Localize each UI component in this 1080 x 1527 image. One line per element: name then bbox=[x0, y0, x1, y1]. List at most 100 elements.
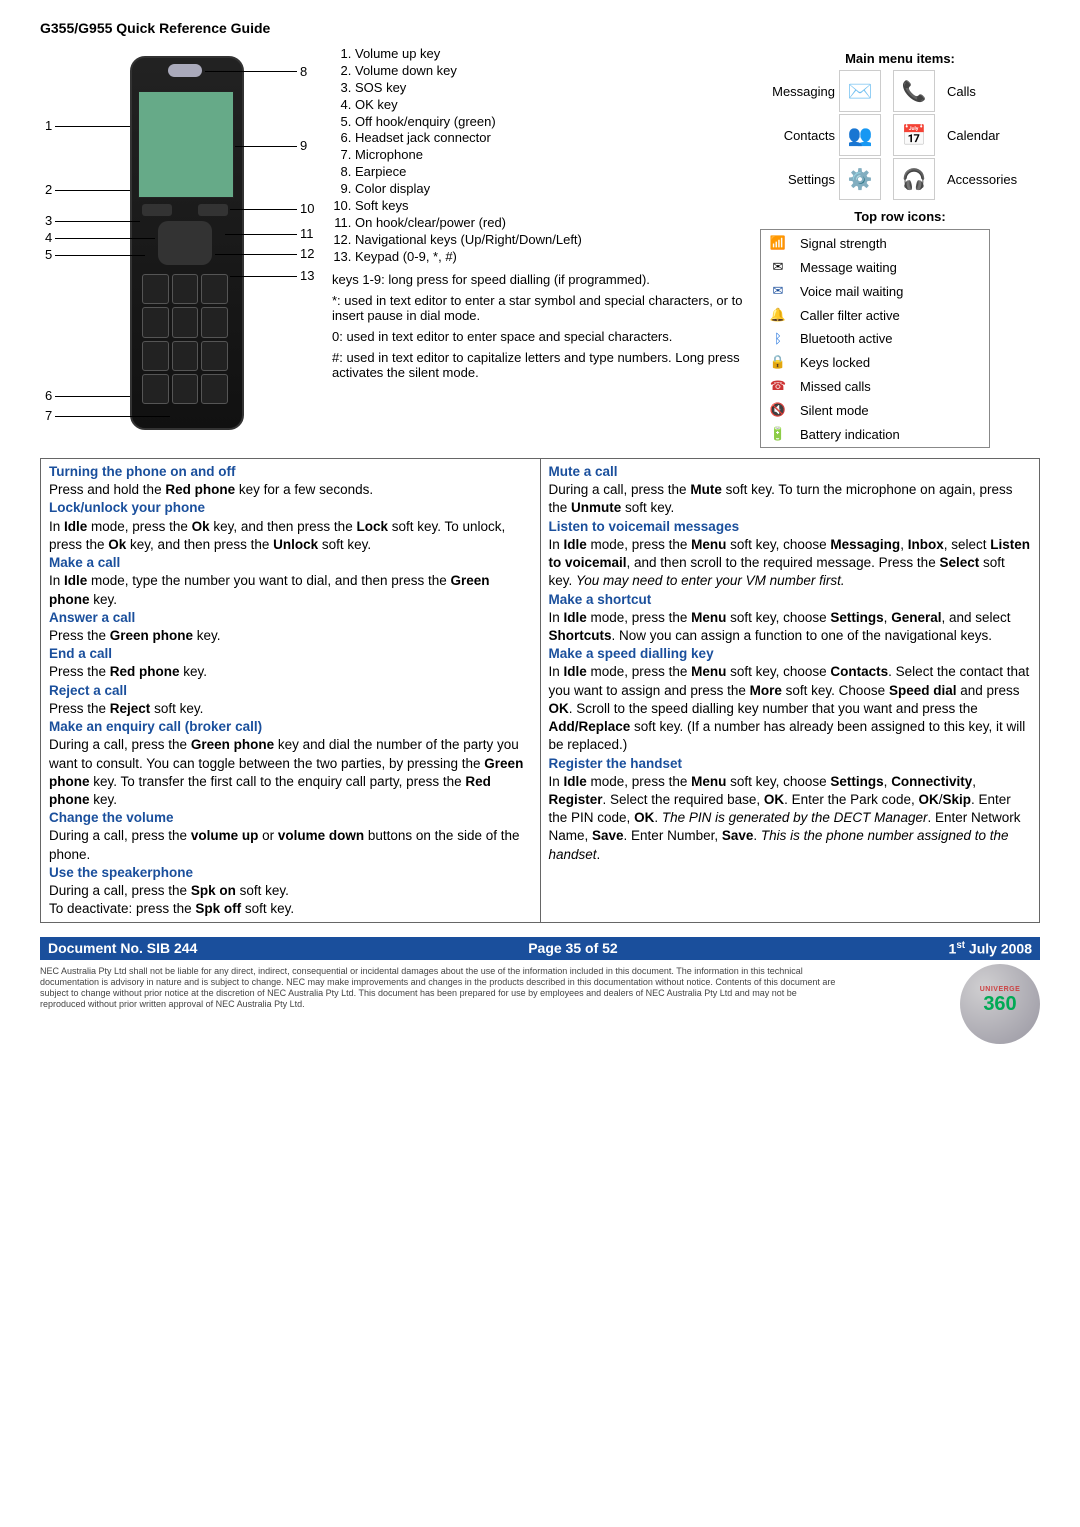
callout-1: 1 bbox=[45, 118, 52, 133]
menu-label-contacts: Contacts bbox=[760, 128, 835, 143]
icon-label: Battery indication bbox=[795, 423, 987, 445]
key-item: SOS key bbox=[355, 80, 750, 97]
menu-grid: Messaging ✉️ 📞 Calls Contacts 👥 📅 Calend… bbox=[760, 71, 1040, 199]
callout-9: 9 bbox=[300, 138, 307, 153]
head-end: End a call bbox=[49, 646, 112, 661]
top-section: 1 2 3 4 5 6 7 8 9 10 11 12 13 Volume up … bbox=[40, 46, 1040, 448]
key-item: Navigational keys (Up/Right/Down/Left) bbox=[355, 232, 750, 249]
head-lock: Lock/unlock your phone bbox=[49, 500, 205, 515]
right-column: Main menu items: Messaging ✉️ 📞 Calls Co… bbox=[760, 46, 1040, 448]
bluetooth-icon: ᛒ bbox=[763, 328, 793, 349]
callout-13: 13 bbox=[300, 268, 314, 283]
contacts-icon: 👥 bbox=[839, 114, 881, 156]
callout-4: 4 bbox=[45, 230, 52, 245]
head-on-off: Turning the phone on and off bbox=[49, 464, 235, 479]
message-icon: ✉ bbox=[763, 256, 793, 278]
callout-7: 7 bbox=[45, 408, 52, 423]
icon-label: Keys locked bbox=[795, 351, 987, 373]
icon-label: Voice mail waiting bbox=[795, 280, 987, 302]
key-item: Off hook/enquiry (green) bbox=[355, 114, 750, 131]
callout-6: 6 bbox=[45, 388, 52, 403]
menu-label-calls: Calls bbox=[947, 84, 1022, 99]
key-note: *: used in text editor to enter a star s… bbox=[330, 293, 750, 323]
key-notes: keys 1-9: long press for speed dialling … bbox=[330, 272, 750, 380]
icon-label: Bluetooth active bbox=[795, 328, 987, 349]
key-note: #: used in text editor to capitalize let… bbox=[330, 350, 750, 380]
nav-keys bbox=[158, 221, 212, 265]
icon-label: Signal strength bbox=[795, 232, 987, 254]
key-item: Volume down key bbox=[355, 63, 750, 80]
head-make-call: Make a call bbox=[49, 555, 120, 570]
doc-number: Document No. SIB 244 bbox=[48, 940, 197, 957]
callout-5: 5 bbox=[45, 247, 52, 262]
key-item: Volume up key bbox=[355, 46, 750, 63]
filter-icon: 🔔 bbox=[763, 304, 793, 326]
missed-icon: ☎ bbox=[763, 375, 793, 397]
key-item: Earpiece bbox=[355, 164, 750, 181]
callout-3: 3 bbox=[45, 213, 52, 228]
doc-page: Page 35 of 52 bbox=[528, 940, 618, 957]
document-bar: Document No. SIB 244 Page 35 of 52 1st J… bbox=[40, 937, 1040, 960]
key-item: Keypad (0-9, *, #) bbox=[355, 249, 750, 266]
head-enquiry: Make an enquiry call (broker call) bbox=[49, 719, 262, 734]
doc-date: 1st July 2008 bbox=[949, 940, 1032, 957]
callout-8: 8 bbox=[300, 64, 307, 79]
icon-label: Silent mode bbox=[795, 399, 987, 421]
callout-2: 2 bbox=[45, 182, 52, 197]
logo-360-icon: 360 bbox=[960, 964, 1040, 1044]
lock-icon: 🔒 bbox=[763, 351, 793, 373]
key-item: Color display bbox=[355, 181, 750, 198]
callout-12: 12 bbox=[300, 246, 314, 261]
menu-label-settings: Settings bbox=[760, 172, 835, 187]
legal-text: NEC Australia Pty Ltd shall not be liabl… bbox=[40, 966, 840, 1009]
callout-11: 11 bbox=[300, 226, 314, 241]
menu-label-accessories: Accessories bbox=[947, 172, 1022, 187]
icon-label: Message waiting bbox=[795, 256, 987, 278]
messaging-icon: ✉️ bbox=[839, 70, 881, 112]
icon-table: 📶Signal strength ✉Message waiting ✉Voice… bbox=[760, 229, 990, 448]
settings-icon: ⚙️ bbox=[839, 158, 881, 200]
calendar-icon: 📅 bbox=[893, 114, 935, 156]
calls-icon: 📞 bbox=[893, 70, 935, 112]
head-speaker: Use the speakerphone bbox=[49, 865, 193, 880]
key-item: OK key bbox=[355, 97, 750, 114]
phone-screen bbox=[138, 91, 234, 198]
key-ordered-list: Volume up key Volume down key SOS key OK… bbox=[330, 46, 750, 266]
keypad bbox=[142, 274, 228, 404]
silent-icon: 🔇 bbox=[763, 399, 793, 421]
head-mute: Mute a call bbox=[549, 464, 618, 479]
icon-label: Caller filter active bbox=[795, 304, 987, 326]
menu-label-messaging: Messaging bbox=[760, 84, 835, 99]
head-speed-dial: Make a speed dialling key bbox=[549, 646, 714, 661]
signal-icon: 📶 bbox=[763, 232, 793, 254]
head-voicemail: Listen to voicemail messages bbox=[549, 519, 740, 534]
main-menu-head: Main menu items: bbox=[760, 51, 1040, 66]
instructions-left: Turning the phone on and off Press and h… bbox=[41, 459, 541, 923]
voicemail-icon: ✉ bbox=[763, 280, 793, 302]
callout-10: 10 bbox=[300, 201, 314, 216]
key-item: On hook/clear/power (red) bbox=[355, 215, 750, 232]
key-note: 0: used in text editor to enter space an… bbox=[330, 329, 750, 344]
soft-key-left bbox=[142, 204, 172, 216]
key-item: Microphone bbox=[355, 147, 750, 164]
head-answer: Answer a call bbox=[49, 610, 135, 625]
key-note: keys 1-9: long press for speed dialling … bbox=[330, 272, 750, 287]
head-register: Register the handset bbox=[549, 756, 683, 771]
phone-speaker bbox=[168, 64, 202, 77]
head-volume: Change the volume bbox=[49, 810, 174, 825]
key-item: Headset jack connector bbox=[355, 130, 750, 147]
menu-label-calendar: Calendar bbox=[947, 128, 1022, 143]
key-list: Volume up key Volume down key SOS key OK… bbox=[330, 46, 750, 448]
phone-diagram: 1 2 3 4 5 6 7 8 9 10 11 12 13 bbox=[40, 46, 320, 446]
battery-icon: 🔋 bbox=[763, 423, 793, 445]
key-item: Soft keys bbox=[355, 198, 750, 215]
instructions-table: Turning the phone on and off Press and h… bbox=[40, 458, 1040, 923]
soft-key-right bbox=[198, 204, 228, 216]
head-shortcut: Make a shortcut bbox=[549, 592, 652, 607]
top-row-head: Top row icons: bbox=[760, 209, 1040, 224]
instructions-right: Mute a call During a call, press the Mut… bbox=[540, 459, 1040, 923]
accessories-icon: 🎧 bbox=[893, 158, 935, 200]
footer: NEC Australia Pty Ltd shall not be liabl… bbox=[40, 960, 1040, 1044]
document-title: G355/G955 Quick Reference Guide bbox=[40, 20, 1040, 36]
head-reject: Reject a call bbox=[49, 683, 127, 698]
